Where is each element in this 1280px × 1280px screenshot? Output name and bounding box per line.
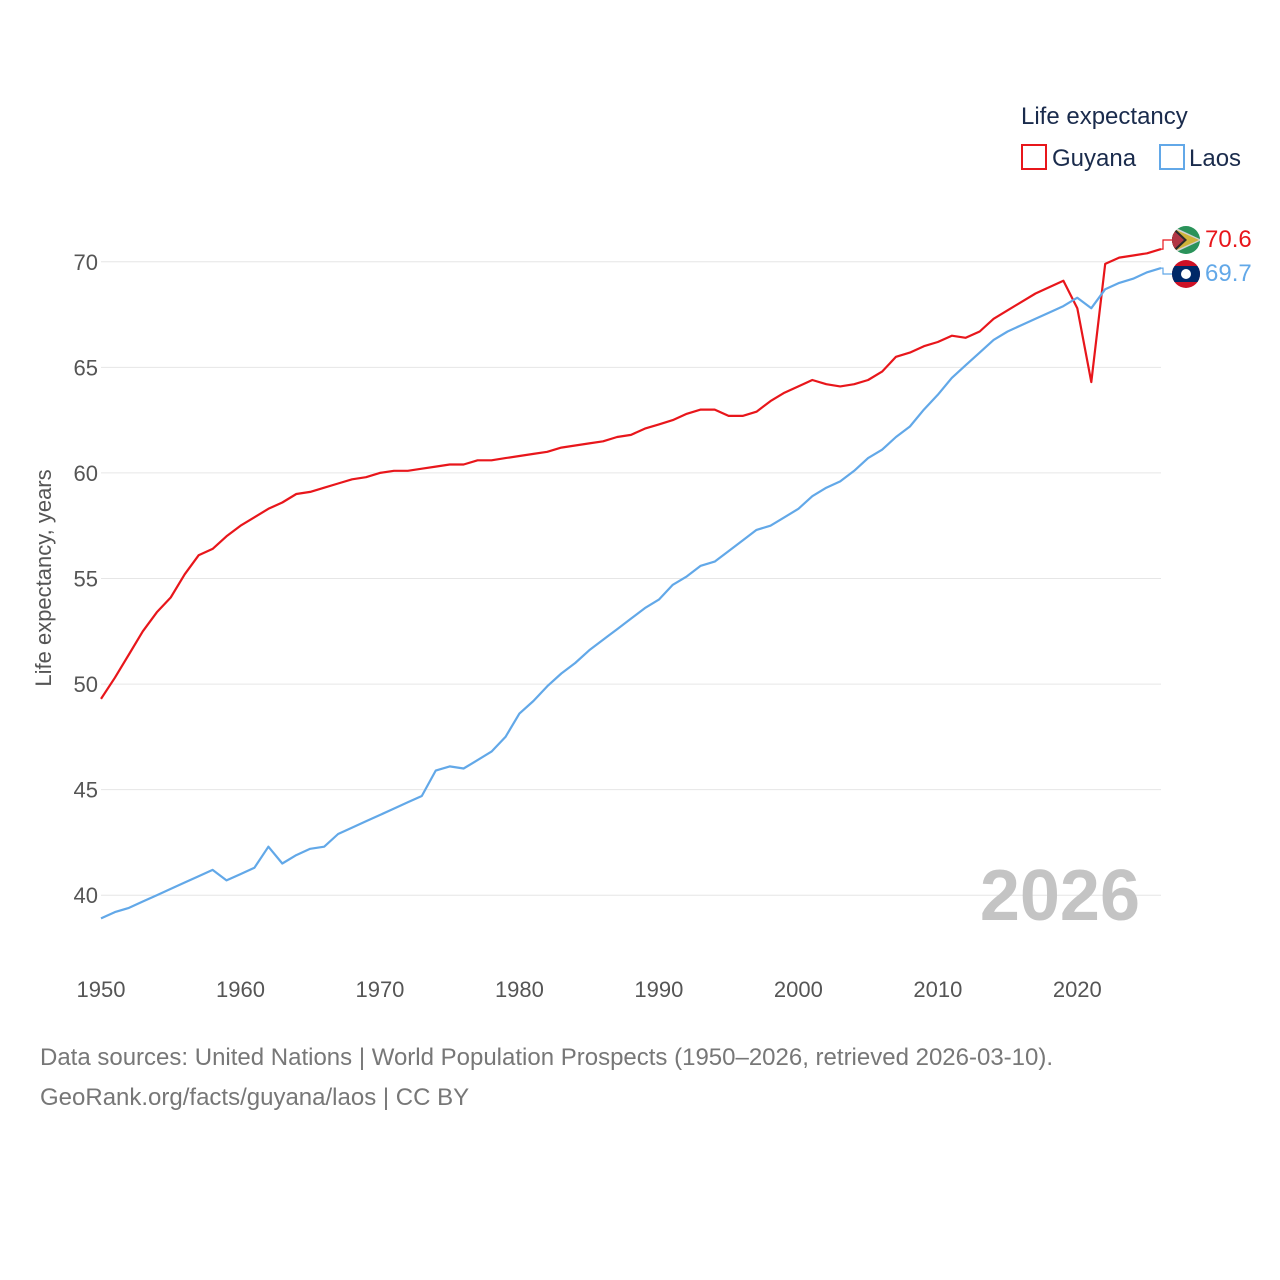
footer-sources: Data sources: United Nations | World Pop… — [40, 1044, 1054, 1071]
legend-item-laos[interactable]: Laos — [1159, 144, 1241, 172]
x-tick-label: 2020 — [1053, 977, 1102, 1002]
y-tick-label: 55 — [74, 567, 98, 592]
gridlines — [101, 261, 1161, 896]
series-lines — [100, 239, 1172, 920]
y-tick-label: 45 — [74, 778, 98, 803]
y-tick-label: 70 — [74, 250, 98, 275]
y-tick-label: 65 — [74, 355, 98, 380]
y-tick-label: 60 — [74, 461, 98, 486]
y-axis-ticks: 40 45 50 55 60 65 70 — [74, 250, 98, 908]
legend-swatch-laos — [1159, 144, 1185, 170]
laos-flag-icon — [1172, 260, 1200, 288]
y-tick-label: 40 — [74, 883, 98, 908]
x-tick-label: 2010 — [913, 977, 962, 1002]
series-line-guyana[interactable] — [100, 248, 1162, 700]
x-tick-label: 1950 — [77, 977, 126, 1002]
x-tick-label: 1980 — [495, 977, 544, 1002]
series-line-laos[interactable] — [100, 267, 1162, 920]
legend-item-guyana[interactable]: Guyana — [1021, 144, 1137, 172]
end-connector-laos — [1161, 267, 1172, 275]
y-axis-title: Life expectancy, years — [31, 469, 56, 686]
y-tick-label: 50 — [74, 672, 98, 697]
legend-label-guyana: Guyana — [1052, 145, 1137, 172]
guyana-flag-icon — [1172, 226, 1200, 254]
end-connector-guyana — [1161, 239, 1172, 250]
x-axis-ticks: 1950 1960 1970 1980 1990 2000 2010 2020 — [77, 977, 1102, 1002]
laos-end-value-label: 69.7 — [1205, 260, 1252, 287]
x-tick-label: 2000 — [774, 977, 823, 1002]
legend-label-laos: Laos — [1189, 145, 1241, 172]
legend-title: Life expectancy — [1021, 103, 1188, 130]
guyana-end-value-label: 70.6 — [1205, 226, 1252, 253]
year-label: 2026 — [980, 856, 1140, 936]
legend-swatch-guyana — [1021, 144, 1047, 170]
x-tick-label: 1990 — [634, 977, 683, 1002]
x-tick-label: 1960 — [216, 977, 265, 1002]
x-tick-label: 1970 — [355, 977, 404, 1002]
footer-credit[interactable]: GeoRank.org/facts/guyana/laos | CC BY — [40, 1084, 470, 1111]
